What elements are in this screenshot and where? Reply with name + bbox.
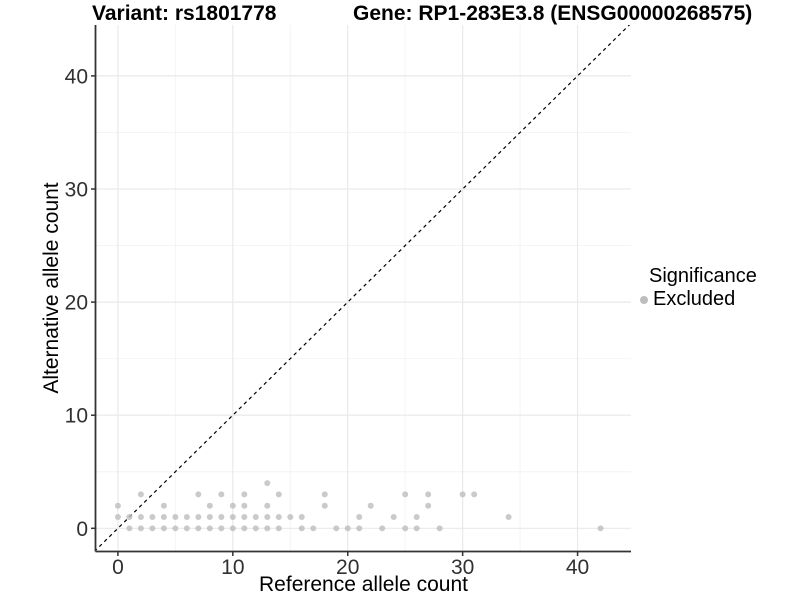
x-axis-label: Reference allele count: [259, 573, 468, 596]
data-point: [471, 491, 478, 498]
legend-item-excluded: Excluded: [640, 288, 735, 311]
data-point: [252, 525, 259, 532]
data-point: [206, 502, 213, 509]
data-point: [218, 514, 225, 521]
legend-item-label: Excluded: [653, 288, 736, 310]
data-point: [264, 514, 271, 521]
data-point: [229, 525, 236, 532]
data-point: [321, 491, 328, 498]
data-point: [160, 502, 167, 509]
x-tick-label: 10: [221, 556, 244, 579]
y-tick-label: 0: [76, 518, 88, 541]
data-point: [356, 525, 363, 532]
data-point: [298, 514, 305, 521]
data-point: [126, 525, 133, 532]
data-point: [241, 514, 248, 521]
data-point: [137, 491, 144, 498]
data-point: [402, 525, 409, 532]
data-point: [218, 525, 225, 532]
data-point: [264, 525, 271, 532]
data-point: [275, 491, 282, 498]
data-point: [298, 525, 305, 532]
data-point: [137, 525, 144, 532]
data-point: [459, 491, 466, 498]
data-point: [264, 502, 271, 509]
legend-title: Significance: [649, 265, 757, 287]
y-tick-label: 20: [65, 292, 88, 315]
excluded-point-icon: [640, 295, 648, 304]
y-tick-label: 10: [65, 405, 88, 428]
x-tick-label: 40: [566, 556, 589, 579]
data-point: [241, 502, 248, 509]
data-point: [275, 514, 282, 521]
data-point: [114, 514, 121, 521]
data-point: [172, 514, 179, 521]
data-point: [229, 514, 236, 521]
data-point: [321, 502, 328, 509]
data-point: [275, 525, 282, 532]
data-point: [241, 491, 248, 498]
data-point: [379, 525, 386, 532]
data-point: [413, 525, 420, 532]
data-point: [367, 502, 374, 509]
data-point: [425, 491, 432, 498]
data-point: [241, 525, 248, 532]
data-point: [425, 502, 432, 509]
data-point: [126, 514, 133, 521]
data-point: [149, 514, 156, 521]
data-point: [436, 525, 443, 532]
data-point: [195, 514, 202, 521]
data-point: [333, 525, 340, 532]
data-point: [344, 525, 351, 532]
data-point: [172, 525, 179, 532]
data-point: [597, 525, 604, 532]
data-point: [402, 491, 409, 498]
data-point: [160, 525, 167, 532]
data-point: [206, 514, 213, 521]
x-tick-label: 20: [336, 556, 359, 579]
x-tick-label: 0: [112, 556, 124, 579]
data-point: [195, 491, 202, 498]
data-point: [195, 525, 202, 532]
data-point: [218, 491, 225, 498]
data-point: [114, 502, 121, 509]
variant-title: Variant: rs1801778: [92, 2, 277, 25]
x-tick-label: 30: [451, 556, 474, 579]
data-point: [505, 514, 512, 521]
data-point: [252, 514, 259, 521]
data-point: [206, 525, 213, 532]
data-point: [229, 502, 236, 509]
gene-title: Gene: RP1-283E3.8 (ENSG00000268575): [353, 2, 753, 25]
data-point: [390, 514, 397, 521]
data-point: [310, 525, 317, 532]
identity-line: [95, 25, 631, 552]
y-tick-label: 40: [65, 65, 88, 88]
data-point: [413, 514, 420, 521]
data-point: [137, 514, 144, 521]
data-point: [183, 514, 190, 521]
data-point: [183, 525, 190, 532]
data-point: [149, 525, 156, 532]
data-point: [356, 514, 363, 521]
y-tick-label: 30: [65, 179, 88, 202]
data-point: [287, 514, 294, 521]
y-axis-label: Alternative allele count: [40, 182, 63, 394]
data-point: [160, 514, 167, 521]
data-point: [264, 480, 271, 487]
